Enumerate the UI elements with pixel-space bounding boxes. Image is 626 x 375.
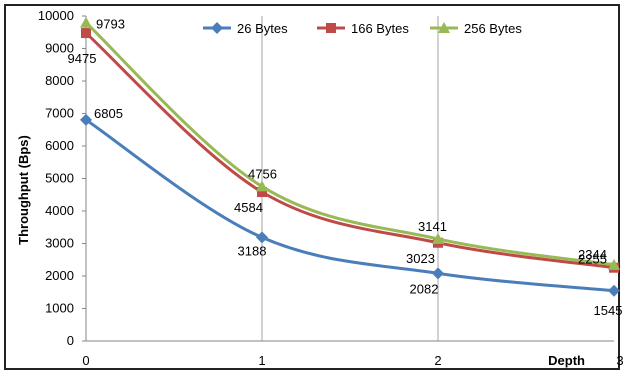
data-label-1-1: 4584 [234, 200, 263, 215]
x-tick-label: 3 [616, 353, 623, 368]
series-line-1 [84, 31, 615, 270]
y-tick-label: 7000 [45, 106, 74, 121]
data-label-0-2: 2082 [410, 281, 439, 296]
data-point-1-0 [81, 28, 91, 39]
data-label-2-2: 3141 [418, 219, 447, 234]
label-layer: 6805 3188 2082 1545 9475 4584 3023 2255 9793 4756… [68, 17, 623, 318]
data-label-1-0: 9475 [68, 51, 97, 66]
data-point-0-3 [608, 284, 620, 297]
data-point-2-0 [80, 16, 92, 28]
y-tick-label: 10000 [38, 8, 74, 23]
legend-label-1: 166 Bytes [351, 21, 409, 36]
y-tick-label: 3000 [45, 236, 74, 251]
data-point-0-1 [256, 231, 268, 244]
x-axis-title: Depth [548, 353, 585, 368]
data-label-1-2: 3023 [406, 251, 435, 266]
data-point-0-2 [432, 267, 444, 280]
grid-layer [261, 16, 439, 341]
series-layer [80, 16, 620, 297]
y-tick-label: 6000 [45, 138, 74, 153]
y-tick-label: 0 [67, 333, 74, 348]
legend-marker-0 [211, 22, 223, 34]
data-label-0-3: 1545 [594, 303, 623, 318]
y-axis-title: Throughput (Bps) [16, 135, 31, 245]
y-tick-label: 2000 [45, 268, 74, 283]
legend-marker-1 [326, 23, 336, 33]
x-tick-label: 2 [434, 353, 441, 368]
y-tick-label: 9000 [45, 41, 74, 56]
data-point-2-3 [608, 258, 620, 270]
data-label-2-1: 4756 [248, 166, 277, 181]
data-point-0-0 [80, 113, 92, 126]
series-line-2 [84, 21, 615, 267]
legend-marker-2 [438, 22, 450, 33]
legend-label-2: 256 Bytes [464, 21, 522, 36]
x-tick-label: 0 [82, 353, 89, 368]
legend: 26 Bytes 166 Bytes 256 Bytes [203, 21, 522, 36]
data-label-0-1: 3188 [238, 243, 267, 258]
series-line-0 [85, 118, 615, 293]
x-tick-label: 1 [258, 353, 265, 368]
y-tick-label: 4000 [45, 203, 74, 218]
y-tick-label: 5000 [45, 171, 74, 186]
data-point-2-2 [432, 232, 444, 244]
data-label-1-3: 2255 [578, 252, 607, 267]
legend-label-0: 26 Bytes [237, 21, 288, 36]
data-label-2-3: 2344 [578, 247, 607, 262]
y-tick-label: 8000 [45, 73, 74, 88]
data-point-2-1 [256, 180, 268, 192]
data-label-0-0: 6805 [94, 106, 123, 121]
axis-layer: Throughput (Bps) Depth 0 1000 2000 3000 4000… [16, 8, 624, 368]
y-tick-label: 1000 [45, 301, 74, 316]
data-label-2-0: 9793 [96, 17, 125, 32]
data-point-1-1 [257, 187, 267, 198]
chart-frame [4, 4, 620, 370]
